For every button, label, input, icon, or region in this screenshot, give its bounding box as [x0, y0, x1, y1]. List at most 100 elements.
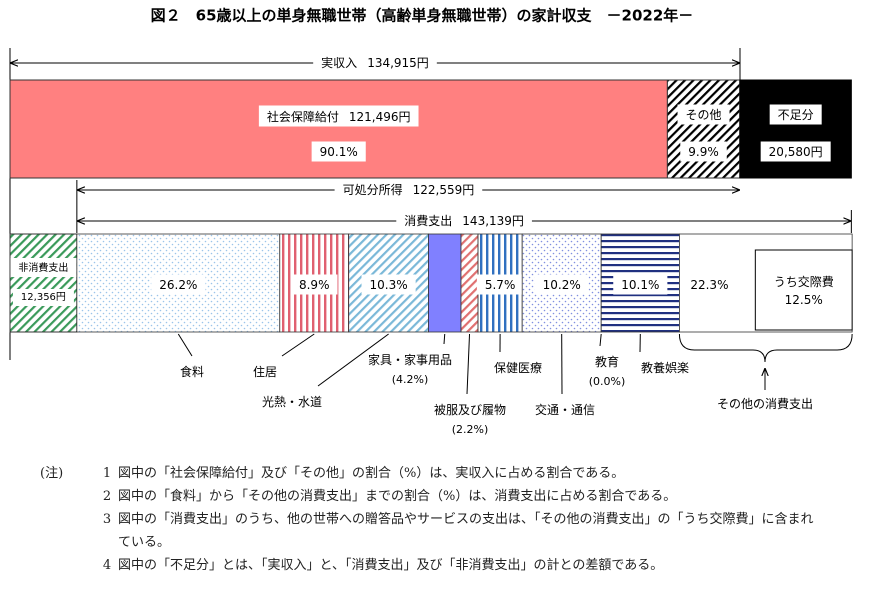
category-label: 教養娯楽 — [641, 360, 689, 375]
note-text: 図中の「不足分」とは、「実収入」と、「消費支出」及び「非消費支出」の計との差額で… — [118, 558, 664, 573]
label: 9.9% — [688, 145, 719, 159]
note-row: 2 図中の「食料」から「その他の消費支出」までの割合（%）は、消費支出に占める割合… — [40, 485, 860, 508]
label: 12,356円 — [21, 292, 66, 303]
brace — [678, 333, 853, 363]
value-label: 5.7% — [485, 278, 516, 292]
value-label: 8.9% — [299, 278, 330, 292]
value-label: (2.2%) — [452, 423, 489, 436]
deficit-bar — [739, 79, 852, 179]
category-label: 教育 — [595, 354, 619, 369]
label: 90.1% — [320, 145, 358, 159]
label: その他 — [686, 108, 722, 122]
value-label: 26.2% — [159, 278, 197, 292]
category-label: 保健医療 — [494, 361, 542, 375]
category-label: 交通・通信 — [535, 402, 595, 417]
label-box — [12, 289, 74, 306]
value-label: 22.3% — [690, 278, 728, 292]
label-box — [313, 51, 437, 73]
callout-line — [466, 333, 471, 395]
callout-line — [443, 333, 446, 345]
label-box — [677, 104, 730, 125]
category-label: その他の消費支出 — [717, 396, 813, 411]
label-box — [476, 274, 524, 295]
non-consumption-bar — [9, 233, 78, 333]
value-label: (0.0%) — [589, 375, 626, 388]
category-label: 家具・家事用品 — [368, 352, 452, 367]
value-label: 10.3% — [370, 278, 408, 292]
category-label: 住居 — [253, 365, 277, 379]
label-box — [151, 274, 206, 295]
category-label: 交通・通信 — [535, 402, 595, 417]
label-box — [311, 141, 366, 162]
expenditure-bar — [460, 233, 479, 333]
label: うち交際費 — [774, 274, 834, 289]
label-box — [682, 274, 737, 295]
value-label: 10.1% — [621, 278, 659, 292]
category-label: 被服及び履物 — [434, 403, 506, 417]
note-label: (注) — [40, 466, 64, 481]
category-label: 家具・家事用品 — [368, 352, 452, 367]
label: 不足分 — [778, 108, 814, 122]
value-label: 8.9% — [299, 278, 330, 292]
label: 12.5% — [785, 293, 823, 307]
note-row: 4 図中の「不足分」とは、「実収入」と、「消費支出」及び「非消費支出」の計との差額… — [40, 554, 860, 577]
amount-label: 消費支出 — [404, 213, 452, 228]
note-number: 3 — [102, 512, 112, 527]
label: 社会保障給付 — [267, 109, 339, 124]
label: 121,496円 — [349, 110, 411, 124]
category-label: その他の消費支出 — [717, 396, 813, 411]
note-label — [40, 554, 96, 577]
note-label — [40, 508, 96, 554]
category-label: 食料 — [180, 364, 204, 379]
amount-label: 実収入 134,915円 — [321, 55, 429, 70]
category-label: 保健医療 — [494, 361, 542, 375]
category-label: 教育 — [595, 354, 619, 369]
value-label: (4.2%) — [392, 373, 429, 386]
label: 9.9% — [688, 145, 719, 159]
label: 非消費支出 — [18, 261, 68, 274]
value-label: 10.2% — [543, 278, 581, 292]
note-text: 図中の「消費支出」のうち、他の世帯への贈答品やサービスの支出は、「その他の消費支… — [118, 512, 814, 550]
label: 12.5% — [785, 293, 823, 307]
chart: 図２ 65歳以上の単身無職世帯（高齢単身無職世帯）の家計収支 －2022年－ 実… — [9, 7, 853, 436]
category-label: 被服及び履物 — [434, 403, 506, 417]
label-box — [334, 178, 483, 200]
income-bar — [9, 79, 668, 179]
category-label: 食料 — [180, 364, 204, 379]
value-label: 10.1% — [621, 278, 659, 292]
amount-label: 122,559円 — [413, 183, 475, 197]
amount-label: 消費支出 143,139円 — [404, 213, 524, 228]
label: 90.1% — [320, 145, 358, 159]
category-label: 住居 — [253, 365, 277, 379]
label-box — [258, 105, 419, 127]
amount-label: 可処分所得 — [343, 182, 403, 197]
value-label: (0.0%) — [589, 375, 626, 388]
label: 非消費支出 — [18, 261, 68, 274]
value-label: 5.7% — [485, 278, 516, 292]
value-label: 10.2% — [543, 278, 581, 292]
note-row: 3 図中の「消費支出」のうち、他の世帯への贈答品やサービスの支出は、「その他の消費… — [40, 508, 860, 554]
category-label: 光熱・水道 — [262, 395, 322, 409]
label-box — [613, 274, 668, 295]
note-text: 図中の「社会保障給付」及び「その他」の割合（%）は、実収入に占める割合である。 — [118, 466, 625, 481]
note-number: 2 — [102, 489, 112, 504]
note-number: 1 — [102, 466, 112, 481]
label: 12,356円 — [21, 292, 66, 303]
chart-title: 図２ 65歳以上の単身無職世帯（高齢単身無職世帯）の家計収支 －2022年－ — [151, 7, 694, 25]
label: うち交際費 — [774, 274, 834, 289]
category-label: 教養娯楽 — [641, 360, 689, 375]
value-label: 10.3% — [370, 278, 408, 292]
income-bar — [666, 79, 741, 179]
note-label — [40, 485, 96, 508]
amount-label: 143,139円 — [462, 214, 524, 228]
sub-bar — [754, 249, 853, 331]
callout-line — [281, 333, 315, 357]
label-box — [769, 104, 822, 125]
note-row: (注) 1 図中の「社会保障給付」及び「その他」の割合（%）は、実収入に占める割合で… — [40, 462, 860, 485]
note-text: 図中の「食料」から「その他の消費支出」までの割合（%）は、消費支出に占める割合で… — [118, 489, 677, 504]
amount-label: 134,915円 — [367, 56, 429, 70]
value-label: 26.2% — [159, 278, 197, 292]
label-box — [290, 274, 338, 295]
callout-line — [317, 333, 389, 387]
